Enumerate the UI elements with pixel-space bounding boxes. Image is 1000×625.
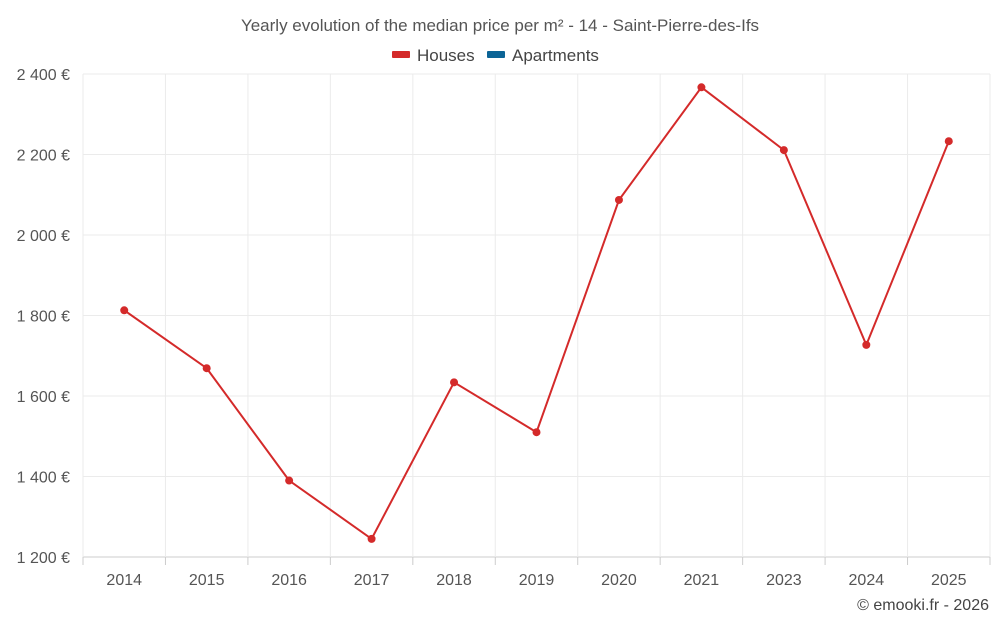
chart-title: Yearly evolution of the median price per… — [241, 16, 759, 35]
x-tick-label: 2023 — [766, 572, 802, 589]
y-axis-ticks: 1 200 € 1 400 € 1 600 € 1 800 € 2 000 € 2 200… — [17, 67, 70, 567]
data-point[interactable] — [120, 306, 129, 315]
y-tick-label: 1 200 € — [17, 550, 70, 567]
x-tick-label: 2021 — [684, 572, 720, 589]
legend-item-apartments[interactable]: Apartments — [487, 46, 599, 65]
x-tick-label: 2017 — [354, 572, 390, 589]
x-tick-label: 2019 — [519, 572, 555, 589]
data-point[interactable] — [367, 534, 376, 543]
x-tick-label: 2014 — [106, 572, 142, 589]
x-axis-ticks: 2014 2015 2016 2017 2018 2019 2020 2021 2023 2024… — [106, 572, 966, 589]
data-point[interactable] — [285, 476, 294, 485]
x-tick-label: 2025 — [931, 572, 967, 589]
x-tick-label: 2015 — [189, 572, 225, 589]
y-tick-label: 2 400 € — [17, 67, 70, 84]
data-point[interactable] — [779, 146, 788, 155]
data-point[interactable] — [697, 83, 706, 92]
data-point[interactable] — [532, 428, 541, 437]
y-tick-label: 1 600 € — [17, 389, 70, 406]
legend-item-houses[interactable]: Houses — [392, 46, 475, 65]
y-tick-label: 1 400 € — [17, 470, 70, 487]
series-layer — [120, 83, 953, 543]
data-point[interactable] — [450, 378, 459, 387]
data-point[interactable] — [614, 195, 623, 204]
data-point[interactable] — [202, 364, 211, 373]
legend-swatch — [487, 51, 505, 58]
y-tick-label: 1 800 € — [17, 309, 70, 326]
y-tick-label: 2 200 € — [17, 148, 70, 165]
x-tick-label: 2024 — [849, 572, 885, 589]
legend-label: Apartments — [512, 46, 599, 65]
data-point[interactable] — [862, 340, 871, 349]
x-tick-label: 2020 — [601, 572, 637, 589]
legend[interactable]: Houses Apartments — [392, 46, 599, 65]
legend-label: Houses — [417, 46, 475, 65]
credit-text: © emooki.fr - 2026 — [857, 597, 989, 614]
x-tick-label: 2018 — [436, 572, 472, 589]
x-tick-label: 2016 — [271, 572, 307, 589]
grid — [82, 73, 991, 565]
y-tick-label: 2 000 € — [17, 228, 70, 245]
data-point[interactable] — [944, 137, 953, 146]
legend-swatch — [392, 51, 410, 58]
